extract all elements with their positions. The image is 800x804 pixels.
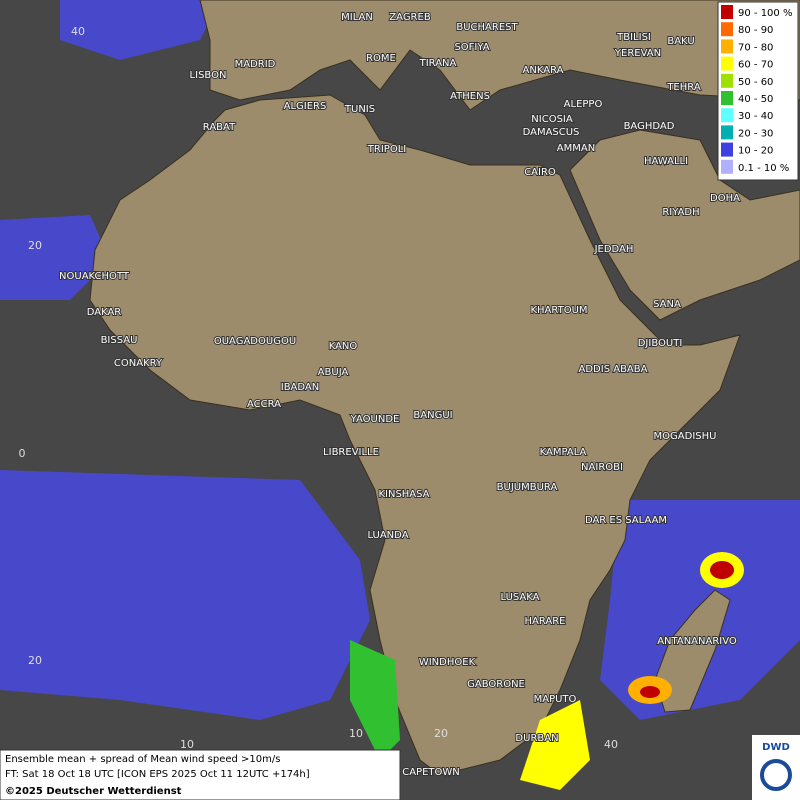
city-labels: MILAN ZAGREB BUCHAREST SOFIYA TBILISI BAKU YER… xyxy=(58,11,741,779)
city-label: CONAKRY xyxy=(114,358,163,369)
city-label: YEREVAN xyxy=(614,48,661,59)
city-label: SOFIYA xyxy=(454,42,489,53)
legend-label: 10 - 20 xyxy=(738,146,773,157)
city-label: BISSAU xyxy=(101,335,138,346)
legend-label: 90 - 100 % xyxy=(738,8,792,19)
city-label: BAKU xyxy=(667,36,694,47)
city-label: JEDDAH xyxy=(594,244,634,255)
city-label: TRIPOLI xyxy=(367,144,406,155)
legend-label: 0.1 - 10 % xyxy=(738,163,789,174)
city-label: AMMAN xyxy=(557,143,595,154)
city-label: BUCHAREST xyxy=(456,22,518,33)
legend-label: 70 - 80 xyxy=(738,42,773,53)
legend-swatch xyxy=(721,39,733,54)
legend: 90 - 100 % 80 - 90 70 - 80 60 - 70 50 - 60 40… xyxy=(717,1,799,181)
copyright: ©2025 Deutscher Wetterdienst xyxy=(5,786,182,797)
city-label: HARARE xyxy=(524,616,565,627)
legend-swatch xyxy=(721,56,733,71)
city-label: LIBREVILLE xyxy=(323,447,379,458)
city-label: LUANDA xyxy=(367,530,408,541)
city-label: BUJUMBURA xyxy=(497,482,558,493)
grid-label: 40 xyxy=(604,738,618,751)
city-label: WINDHOEK xyxy=(419,657,476,668)
city-label: ALGIERS xyxy=(284,101,327,112)
grid-label: 20 xyxy=(28,239,42,252)
city-label: KHARTOUM xyxy=(530,305,587,316)
city-label: SANA xyxy=(653,299,681,310)
city-label: ADDIS ABABA xyxy=(579,364,648,375)
city-label: KINSHASA xyxy=(378,489,429,500)
city-label: DAMASCUS xyxy=(523,127,580,138)
legend-label: 50 - 60 xyxy=(738,77,773,88)
grid-label: 20 xyxy=(434,727,448,740)
city-label: TUNIS xyxy=(344,104,375,115)
city-label: TBILISI xyxy=(616,32,651,43)
footer-line: FT: Sat 18 Oct 18 UTC [ICON EPS 2025 Oct… xyxy=(5,769,310,780)
legend-swatch xyxy=(721,159,733,174)
city-label: YAOUNDE xyxy=(350,414,400,425)
city-label: BAGHDAD xyxy=(624,121,675,132)
city-label: MAPUTO xyxy=(534,694,577,705)
grid-label: 10 xyxy=(180,738,194,751)
grid-label: 20 xyxy=(28,654,42,667)
city-label: DOHA xyxy=(710,193,740,204)
footer-box xyxy=(0,749,401,801)
city-label: DAKAR xyxy=(87,307,122,318)
city-label: KAMPALA xyxy=(540,447,587,458)
city-label: TIRANA xyxy=(419,58,457,69)
city-label: DJIBOUTI xyxy=(638,338,683,349)
city-label: MILAN xyxy=(341,12,373,23)
grid-label: 10 xyxy=(349,727,363,740)
legend-swatch xyxy=(721,73,733,88)
footer-line: Ensemble mean + spread of Mean wind spee… xyxy=(5,754,280,765)
city-label: DAR ES SALAAM xyxy=(585,515,667,526)
legend-swatch xyxy=(721,91,733,105)
legend-label: 30 - 40 xyxy=(738,111,773,122)
grid-label: 40 xyxy=(71,25,85,38)
city-label: KANO xyxy=(329,341,358,352)
legend-swatch xyxy=(721,22,733,37)
city-label: LISBON xyxy=(190,70,227,81)
legend-swatch xyxy=(721,5,733,19)
city-label: NICOSIA xyxy=(531,114,573,125)
city-label: RABAT xyxy=(203,122,236,133)
city-label: ANKARA xyxy=(523,65,564,76)
city-label: BANGUI xyxy=(413,410,452,421)
city-label: CAPETOWN xyxy=(402,767,460,778)
city-label: TEHRA xyxy=(666,82,700,93)
legend-label: 20 - 30 xyxy=(738,128,773,139)
legend-swatch xyxy=(721,108,733,123)
city-label: ANTANANARIVO xyxy=(657,636,737,647)
land xyxy=(89,0,800,776)
city-label: RIYADH xyxy=(662,207,699,218)
city-label: GABORONE xyxy=(467,679,525,690)
city-label: ABUJA xyxy=(318,367,349,378)
city-label: HAWALLI xyxy=(644,156,688,167)
city-label: ALEPPO xyxy=(564,99,603,110)
grid-label: 0 xyxy=(19,447,26,460)
city-label: NAIROBI xyxy=(581,462,623,473)
city-label: LUSAKA xyxy=(501,592,540,603)
city-label: MADRID xyxy=(235,59,276,70)
logo: DWD xyxy=(762,742,790,753)
city-label: MOGADISHU xyxy=(654,431,717,442)
city-label: ROME xyxy=(366,53,396,64)
city-label: DURBAN xyxy=(515,733,558,744)
logo-icon xyxy=(760,759,792,791)
legend-label: 60 - 70 xyxy=(738,60,773,71)
city-label: IBADAN xyxy=(281,382,320,393)
city-label: ATHENS xyxy=(450,91,490,102)
legend-label: 40 - 50 xyxy=(738,94,773,105)
legend-label: 80 - 90 xyxy=(738,25,773,36)
city-label: ACCRA xyxy=(247,399,281,410)
city-label: NOUAKCHOTT xyxy=(59,271,130,282)
legend-swatch xyxy=(721,125,733,140)
city-label: ZAGREB xyxy=(389,12,431,23)
wind-strong xyxy=(350,552,744,790)
grid-labels: 40 20 0 20 10 10 20 40 xyxy=(19,25,619,751)
city-label: CAIRO xyxy=(524,167,556,178)
legend-swatch xyxy=(721,142,733,157)
city-label: OUAGADOUGOU xyxy=(214,336,296,347)
